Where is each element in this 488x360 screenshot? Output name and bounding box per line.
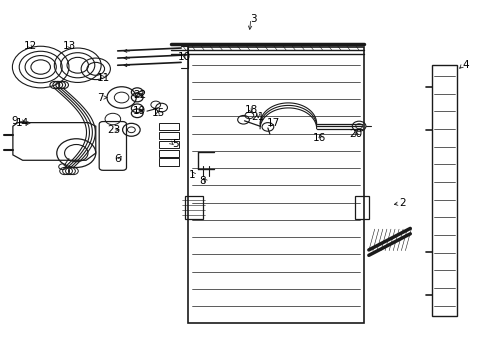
Text: 1: 1 <box>188 170 195 180</box>
Text: 21: 21 <box>250 112 264 122</box>
Text: 8: 8 <box>199 176 206 186</box>
Text: 9: 9 <box>11 116 18 126</box>
Text: 12: 12 <box>23 41 37 50</box>
Text: 5: 5 <box>172 139 178 149</box>
Text: 13: 13 <box>63 41 76 50</box>
Text: 4: 4 <box>461 60 468 70</box>
Text: 11: 11 <box>97 73 110 83</box>
Text: 7: 7 <box>97 93 103 103</box>
Text: 20: 20 <box>348 129 362 139</box>
Text: 3: 3 <box>249 14 256 24</box>
Text: 6: 6 <box>114 154 120 164</box>
Text: 17: 17 <box>266 118 279 128</box>
Text: 18: 18 <box>244 105 257 115</box>
Text: 16: 16 <box>312 133 326 143</box>
Text: 19: 19 <box>132 106 146 116</box>
Text: 15: 15 <box>152 108 165 118</box>
Text: 10: 10 <box>177 51 190 62</box>
Text: 22: 22 <box>132 90 146 100</box>
Text: 23: 23 <box>107 125 120 135</box>
Text: 14: 14 <box>16 118 29 128</box>
Text: 2: 2 <box>398 198 405 208</box>
